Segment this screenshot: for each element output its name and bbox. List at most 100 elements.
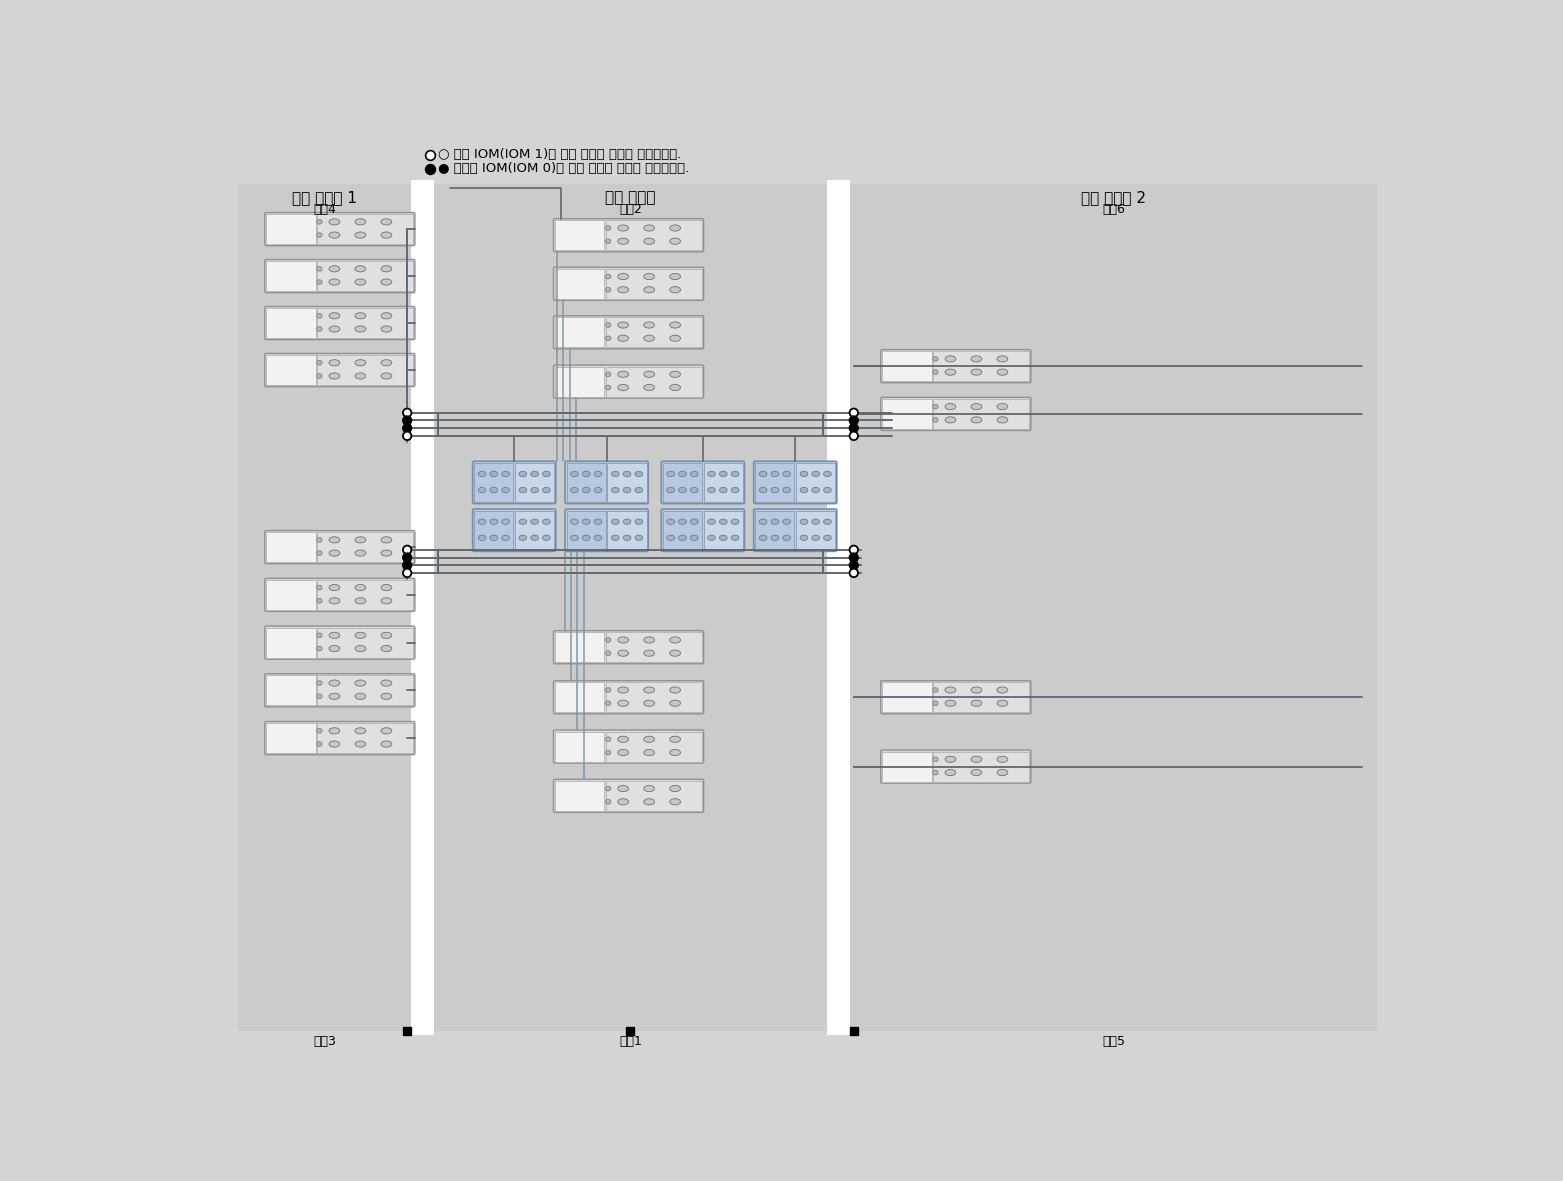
Ellipse shape <box>719 518 727 524</box>
Ellipse shape <box>946 404 957 410</box>
Ellipse shape <box>330 218 339 224</box>
Ellipse shape <box>519 535 527 541</box>
FancyBboxPatch shape <box>753 462 836 503</box>
Bar <box>266 580 316 609</box>
Ellipse shape <box>330 266 339 272</box>
Ellipse shape <box>542 535 550 541</box>
Ellipse shape <box>644 335 655 341</box>
Ellipse shape <box>489 488 497 492</box>
Ellipse shape <box>478 535 486 541</box>
Ellipse shape <box>570 488 578 492</box>
Ellipse shape <box>381 326 392 332</box>
Ellipse shape <box>355 740 366 748</box>
Ellipse shape <box>381 550 392 556</box>
Ellipse shape <box>997 700 1008 706</box>
Ellipse shape <box>617 785 628 791</box>
Circle shape <box>403 431 411 441</box>
Ellipse shape <box>971 770 982 776</box>
Ellipse shape <box>617 736 628 743</box>
Ellipse shape <box>971 756 982 763</box>
Ellipse shape <box>933 404 938 409</box>
FancyBboxPatch shape <box>264 626 414 659</box>
Ellipse shape <box>355 373 366 379</box>
Ellipse shape <box>381 680 392 686</box>
Ellipse shape <box>635 518 642 524</box>
Bar <box>606 632 702 663</box>
Ellipse shape <box>594 518 602 524</box>
Ellipse shape <box>381 266 392 272</box>
Bar <box>663 510 702 550</box>
Ellipse shape <box>691 518 699 524</box>
Ellipse shape <box>605 239 611 243</box>
Ellipse shape <box>519 518 527 524</box>
Circle shape <box>403 409 411 417</box>
Circle shape <box>403 553 411 562</box>
Ellipse shape <box>531 471 539 477</box>
Ellipse shape <box>617 224 628 231</box>
Ellipse shape <box>355 218 366 224</box>
Ellipse shape <box>617 239 628 244</box>
Ellipse shape <box>635 535 642 541</box>
Ellipse shape <box>355 727 366 733</box>
Ellipse shape <box>317 537 322 542</box>
Text: 체인4: 체인4 <box>313 203 336 216</box>
Ellipse shape <box>671 322 680 328</box>
Ellipse shape <box>644 798 655 805</box>
FancyBboxPatch shape <box>553 315 703 348</box>
Ellipse shape <box>381 646 392 652</box>
Bar <box>755 510 794 550</box>
Bar <box>703 463 742 502</box>
Bar <box>266 723 316 753</box>
Ellipse shape <box>317 633 322 638</box>
Ellipse shape <box>783 535 791 541</box>
Ellipse shape <box>355 360 366 366</box>
Bar <box>606 318 702 347</box>
Ellipse shape <box>330 231 339 239</box>
Ellipse shape <box>708 535 716 541</box>
Ellipse shape <box>330 536 339 543</box>
FancyBboxPatch shape <box>553 779 703 813</box>
Ellipse shape <box>531 535 539 541</box>
Ellipse shape <box>605 226 611 230</box>
Ellipse shape <box>997 355 1008 361</box>
Ellipse shape <box>997 417 1008 423</box>
Ellipse shape <box>933 357 938 361</box>
Bar <box>796 510 835 550</box>
Bar <box>933 351 1030 381</box>
Bar <box>266 261 316 291</box>
Ellipse shape <box>731 518 739 524</box>
FancyBboxPatch shape <box>880 350 1032 383</box>
Ellipse shape <box>381 373 392 379</box>
Ellipse shape <box>671 239 680 244</box>
Bar <box>608 510 647 550</box>
Circle shape <box>850 409 858 417</box>
Ellipse shape <box>317 550 322 555</box>
FancyBboxPatch shape <box>264 353 414 386</box>
Ellipse shape <box>330 740 339 748</box>
Ellipse shape <box>330 598 339 603</box>
Ellipse shape <box>624 471 631 477</box>
Ellipse shape <box>330 585 339 590</box>
Circle shape <box>850 416 858 425</box>
Ellipse shape <box>671 224 680 231</box>
Ellipse shape <box>933 370 938 374</box>
FancyBboxPatch shape <box>880 397 1032 430</box>
Bar <box>608 463 647 502</box>
Ellipse shape <box>502 488 510 492</box>
Ellipse shape <box>719 535 727 541</box>
Ellipse shape <box>355 680 366 686</box>
Ellipse shape <box>617 650 628 657</box>
Ellipse shape <box>489 535 497 541</box>
Ellipse shape <box>478 488 486 492</box>
Ellipse shape <box>671 736 680 743</box>
Ellipse shape <box>760 488 767 492</box>
Text: 체인1: 체인1 <box>619 1035 642 1048</box>
Ellipse shape <box>531 488 539 492</box>
Ellipse shape <box>519 488 527 492</box>
Ellipse shape <box>971 368 982 376</box>
FancyBboxPatch shape <box>264 722 414 755</box>
Ellipse shape <box>605 651 611 655</box>
Ellipse shape <box>330 646 339 652</box>
FancyBboxPatch shape <box>566 462 649 503</box>
Ellipse shape <box>611 518 619 524</box>
